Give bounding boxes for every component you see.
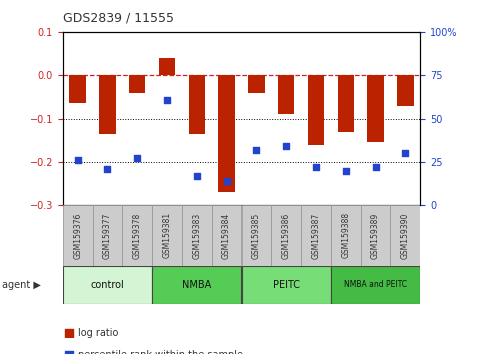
Point xyxy=(312,164,320,170)
Bar xyxy=(93,205,122,266)
Bar xyxy=(70,75,86,103)
Bar xyxy=(212,205,242,266)
Text: NMBA: NMBA xyxy=(182,280,212,290)
Bar xyxy=(308,75,324,145)
Bar xyxy=(248,75,265,93)
Text: GSM159386: GSM159386 xyxy=(282,212,291,258)
Text: PEITC: PEITC xyxy=(273,280,299,290)
Text: GSM159389: GSM159389 xyxy=(371,212,380,258)
Point xyxy=(163,97,171,102)
Text: log ratio: log ratio xyxy=(78,328,119,338)
Point xyxy=(133,156,141,161)
Bar xyxy=(122,205,152,266)
Bar xyxy=(301,205,331,266)
Text: agent ▶: agent ▶ xyxy=(2,280,41,290)
Bar xyxy=(159,58,175,75)
Bar xyxy=(189,75,205,134)
Bar xyxy=(361,205,390,266)
Bar xyxy=(397,75,413,105)
Bar xyxy=(331,266,420,304)
Text: control: control xyxy=(91,280,124,290)
Bar xyxy=(63,266,152,304)
Text: GSM159388: GSM159388 xyxy=(341,212,350,258)
Bar xyxy=(278,75,294,114)
Text: GSM159377: GSM159377 xyxy=(103,212,112,259)
Point xyxy=(372,164,380,170)
Text: GSM159384: GSM159384 xyxy=(222,212,231,258)
Point xyxy=(282,143,290,149)
Bar xyxy=(99,75,115,134)
Text: GSM159376: GSM159376 xyxy=(73,212,82,259)
Point xyxy=(342,168,350,173)
Text: GSM159381: GSM159381 xyxy=(163,212,171,258)
Bar xyxy=(218,75,235,192)
Text: GSM159387: GSM159387 xyxy=(312,212,320,258)
Point xyxy=(74,158,82,163)
Bar xyxy=(390,205,420,266)
Bar xyxy=(129,75,145,93)
Bar xyxy=(331,205,361,266)
Bar xyxy=(152,205,182,266)
Bar xyxy=(271,205,301,266)
Bar xyxy=(63,205,93,266)
Text: percentile rank within the sample: percentile rank within the sample xyxy=(78,350,243,354)
Text: NMBA and PEITC: NMBA and PEITC xyxy=(344,280,407,290)
Bar xyxy=(338,75,354,132)
Point xyxy=(223,178,230,184)
Text: GSM159378: GSM159378 xyxy=(133,212,142,258)
Point xyxy=(193,173,201,179)
Point xyxy=(401,150,409,156)
Point xyxy=(253,147,260,153)
Point xyxy=(104,166,112,172)
Text: GDS2839 / 11555: GDS2839 / 11555 xyxy=(63,12,174,25)
Point xyxy=(65,330,73,336)
Point xyxy=(65,352,73,354)
Bar xyxy=(242,266,331,304)
Text: GSM159385: GSM159385 xyxy=(252,212,261,258)
Text: GSM159390: GSM159390 xyxy=(401,212,410,259)
Bar xyxy=(242,205,271,266)
Bar xyxy=(368,75,384,142)
Text: GSM159383: GSM159383 xyxy=(192,212,201,258)
Bar xyxy=(152,266,242,304)
Bar xyxy=(182,205,212,266)
